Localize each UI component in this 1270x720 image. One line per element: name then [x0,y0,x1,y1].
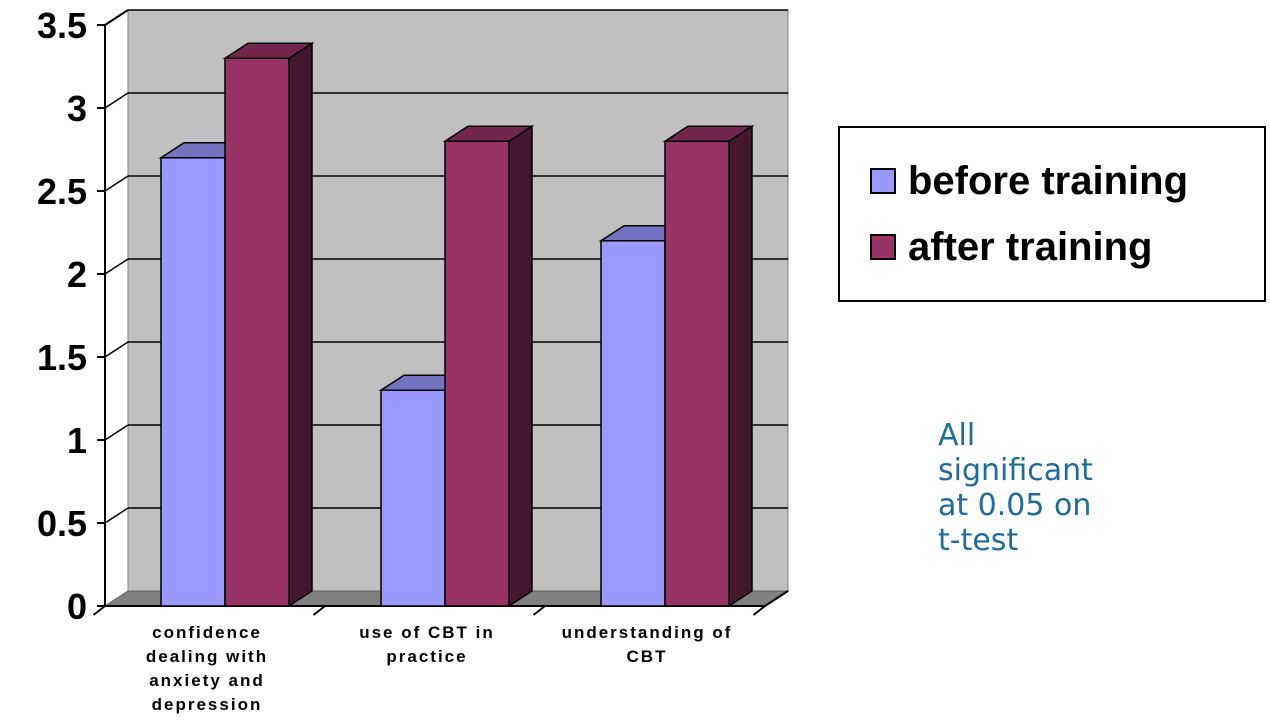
legend-swatch-after [870,234,896,260]
significance-note-line: at 0.05 on [938,488,1092,523]
bar-before [160,157,226,607]
x-category-label: depression [152,695,263,714]
x-axis-end-edge [764,590,789,607]
bar-after [664,140,730,607]
legend-label-after: after training [908,224,1153,269]
gridline-side [104,507,129,524]
chart-bars [158,41,755,608]
gridline-side [104,424,129,441]
significance-note-line: t-test [938,523,1019,558]
y-tick-label: 0 [67,586,87,627]
bar-after [224,57,290,607]
y-tick-label: 1 [67,420,87,461]
bar-top-after [662,125,755,142]
y-axis-top-edge [104,9,129,26]
significance-note-line: significant [938,453,1093,488]
x-tick-mark [532,605,546,616]
gridline-side [104,341,129,358]
significance-note-line: All [938,418,976,453]
x-category-label: confidence [152,623,262,642]
y-tick-label: 3 [67,88,87,129]
x-category-label: CBT [627,647,668,666]
y-tick-label: 3.5 [37,5,87,46]
x-category-label: use of CBT in [359,623,495,642]
bar-before [600,240,666,607]
y-axis-ticks: 0 0.5 1 1.5 2 2.5 3 3.5 [37,5,105,627]
y-tick-label: 2.5 [37,171,87,212]
gridline-side [104,258,129,275]
x-tick-mark [752,605,766,616]
x-category-label: understanding of [562,623,733,642]
y-tick-label: 0.5 [37,503,87,544]
x-category-label: anxiety and [149,671,265,690]
bar-side-after [288,41,313,608]
bar-after [444,140,510,607]
legend-item-before: before training [870,158,1188,204]
bar-top-after [442,125,535,142]
x-category-label: practice [386,647,467,666]
legend-item-after: after training [870,224,1152,270]
y-tick-label: 2 [67,254,87,295]
chart-legend: before training after training [838,126,1266,302]
legend-swatch-before [870,168,896,194]
x-category-label: dealing with [146,647,268,666]
bar-side-after [728,124,753,608]
gridline-side [104,175,129,192]
bar-top-after [222,42,315,59]
bar-before [380,389,446,607]
x-axis-category-labels: confidence dealing with anxiety and depress… [146,623,733,714]
x-tick-mark [312,605,326,616]
legend-label-before: before training [908,158,1189,203]
significance-note: All significant at 0.05 on t-test [938,418,1138,558]
gridline-side [104,92,129,109]
bar-side-after [508,124,533,608]
y-tick-label: 1.5 [37,337,87,378]
x-tick-mark [92,605,106,616]
